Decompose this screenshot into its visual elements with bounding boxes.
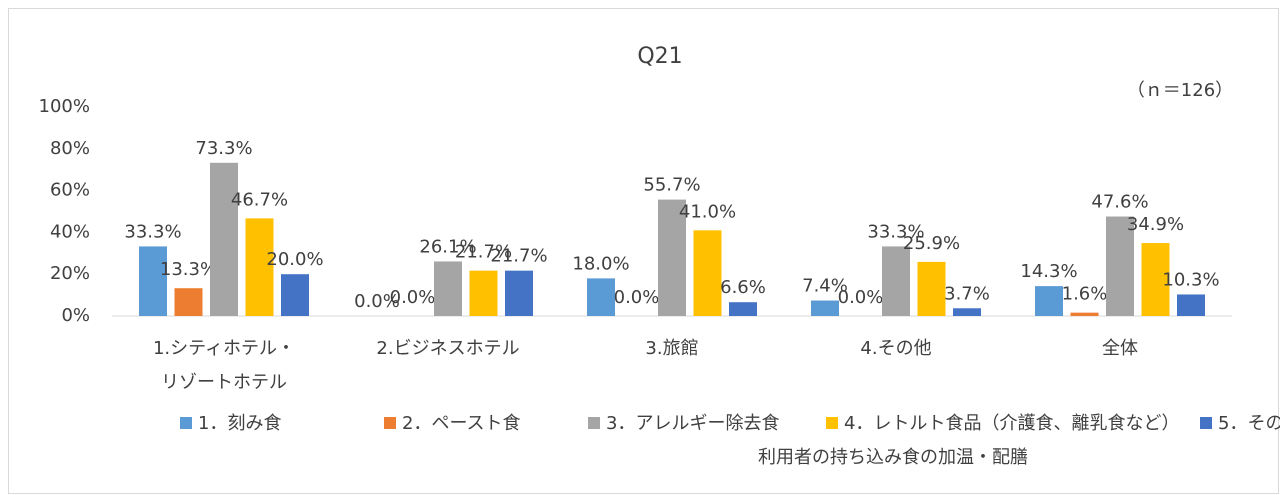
bar bbox=[281, 274, 309, 316]
legend-label: 3．アレルギー除去食 bbox=[606, 413, 779, 434]
bar bbox=[1177, 294, 1205, 316]
bar bbox=[729, 302, 757, 316]
data-label: 20.0% bbox=[266, 249, 323, 270]
data-label: 21.7% bbox=[490, 246, 547, 267]
bar bbox=[139, 246, 167, 316]
data-label: 0.0% bbox=[354, 291, 400, 312]
bar bbox=[245, 218, 274, 316]
data-label: 21.7% bbox=[455, 242, 512, 263]
bar bbox=[505, 270, 533, 316]
data-label: 33.3% bbox=[124, 221, 181, 242]
bar bbox=[811, 300, 839, 316]
bar bbox=[1141, 243, 1170, 316]
y-tick-label: 40% bbox=[50, 221, 90, 242]
chart-title: Q21 bbox=[637, 44, 682, 69]
data-label: 41.0% bbox=[679, 201, 736, 222]
bar bbox=[917, 261, 946, 316]
y-tick-label: 0% bbox=[61, 305, 90, 326]
y-tick-label: 80% bbox=[50, 138, 90, 159]
data-label: 0.0% bbox=[838, 287, 884, 308]
legend-swatch bbox=[826, 417, 838, 429]
x-tick-label: 3.旅館 bbox=[645, 338, 698, 359]
bar bbox=[210, 162, 238, 316]
data-label: 13.3% bbox=[160, 259, 217, 280]
bar bbox=[1035, 286, 1063, 316]
bar bbox=[1070, 312, 1099, 316]
legend-swatch bbox=[180, 417, 192, 429]
bar bbox=[434, 261, 462, 316]
data-label: 34.9% bbox=[1127, 214, 1184, 235]
legend-swatch bbox=[1200, 417, 1212, 429]
data-label: 55.7% bbox=[643, 175, 700, 196]
y-tick-label: 100% bbox=[39, 96, 90, 117]
data-label: 0.0% bbox=[614, 287, 660, 308]
x-tick-label: 全体 bbox=[1102, 338, 1138, 359]
data-label: 73.3% bbox=[195, 138, 252, 159]
bar bbox=[174, 288, 203, 316]
bar bbox=[587, 278, 615, 316]
bar bbox=[953, 308, 981, 316]
bar bbox=[658, 199, 686, 316]
legend-swatch bbox=[588, 417, 600, 429]
data-label: 10.3% bbox=[1162, 269, 1219, 290]
legend-label: 4．レトルト食品（介護食、離乳食など）利用者の持ち込み食の加温・配膳 bbox=[758, 413, 1179, 468]
data-label: 14.3% bbox=[1020, 261, 1077, 282]
legend-swatch bbox=[384, 417, 396, 429]
data-label: 6.6% bbox=[720, 277, 766, 298]
data-label: 7.4% bbox=[802, 276, 848, 297]
bar bbox=[693, 230, 722, 316]
data-label: 26.1% bbox=[419, 236, 476, 257]
x-tick-label: 2.ビジネスホテル bbox=[376, 338, 519, 359]
data-label: 25.9% bbox=[903, 233, 960, 254]
data-label: 18.0% bbox=[572, 253, 629, 274]
data-label: 1.6% bbox=[1062, 284, 1108, 305]
bar bbox=[882, 246, 910, 316]
x-tick-label: 4.その他 bbox=[860, 338, 931, 359]
legend-label: 2．ペースト食 bbox=[402, 413, 521, 434]
y-tick-label: 60% bbox=[50, 180, 90, 201]
x-tick-label: 1.シティホテル・リゾートホテル bbox=[153, 338, 295, 393]
chart-subtitle: （ｎ＝126） bbox=[1127, 80, 1233, 101]
bar bbox=[1106, 216, 1134, 316]
data-label: 46.7% bbox=[231, 189, 288, 210]
bar bbox=[469, 270, 498, 316]
legend-label: 5．その他 bbox=[1218, 413, 1280, 434]
data-label: 33.3% bbox=[867, 221, 924, 242]
legend-label: 1．刻み食 bbox=[198, 413, 281, 434]
data-label: 3.7% bbox=[944, 283, 990, 304]
data-label: 47.6% bbox=[1091, 192, 1148, 213]
y-tick-label: 20% bbox=[50, 263, 90, 284]
data-label: 0.0% bbox=[390, 287, 436, 308]
